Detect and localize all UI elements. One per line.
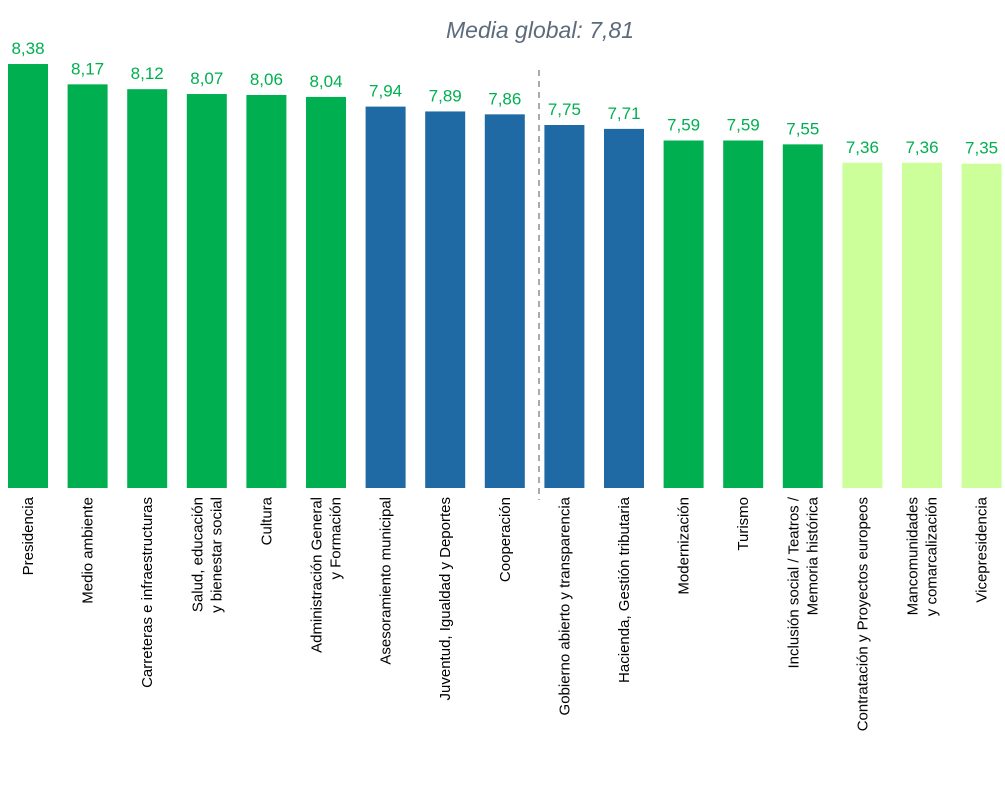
x-tick-label: Vicepresidencia	[974, 496, 991, 602]
bar	[723, 140, 764, 488]
value-label: 7,75	[548, 100, 581, 119]
value-label: 7,71	[607, 104, 640, 123]
bar	[8, 64, 48, 489]
x-tick-label: Mancomunidades y comarcalización	[905, 497, 941, 616]
x-tick-label: Administración General y Formación	[309, 497, 345, 653]
x-tick-label: Medio ambiente	[80, 497, 97, 604]
bar	[186, 94, 227, 489]
x-tick-label: Hacienda, Gestión tributaria	[616, 496, 633, 683]
x-tick-label: Modernización	[676, 497, 693, 595]
x-tick-label: Juventud, Igualdad y Deportes	[437, 497, 454, 700]
value-label: 8,04	[309, 72, 342, 91]
x-tick-label: Salud, educación y bienestar social	[189, 497, 225, 613]
bar	[902, 162, 942, 488]
value-label: 8,17	[71, 59, 104, 78]
bar	[246, 94, 287, 488]
bar	[782, 144, 823, 489]
value-label: 7,59	[667, 115, 700, 134]
value-label: 7,36	[905, 138, 938, 157]
bar	[544, 125, 585, 488]
x-tick-label: Turismo	[735, 497, 752, 551]
bar	[306, 96, 346, 488]
value-label: 8,07	[190, 69, 223, 88]
bar	[663, 140, 704, 488]
x-tick-label: Presidencia	[20, 496, 37, 575]
x-tick-label: Contratación y Proyectos europeos	[854, 497, 871, 731]
value-label: 8,38	[11, 39, 44, 58]
bar	[67, 84, 108, 489]
x-tick-label: Gobierno abierto y transparencia	[556, 496, 573, 715]
x-tick-label: Asesoramiento municipal	[378, 497, 395, 665]
value-label: 7,59	[727, 115, 760, 134]
value-label: 8,12	[131, 64, 164, 83]
value-label: 7,36	[846, 138, 879, 157]
bar	[604, 128, 644, 488]
value-label: 7,94	[369, 82, 402, 101]
x-tick-label: Cultura	[258, 496, 275, 545]
bar	[961, 163, 1002, 488]
bar	[365, 106, 406, 488]
annotation: Media global: 7,81	[446, 17, 634, 43]
bar	[425, 111, 466, 488]
value-label: 7,86	[488, 89, 521, 108]
value-label: 7,89	[429, 86, 462, 105]
bar	[484, 114, 525, 489]
x-tick-label: Inclusión social / Teatros / Memoria hist…	[785, 496, 821, 668]
value-label: 8,06	[250, 70, 283, 89]
x-tick-label: Cooperación	[497, 497, 514, 582]
x-tick-label: Carreteras e infraestructuras	[139, 497, 156, 688]
value-label: 7,55	[786, 119, 819, 138]
bar	[842, 162, 883, 488]
bar	[127, 89, 168, 489]
value-label: 7,35	[965, 139, 998, 158]
